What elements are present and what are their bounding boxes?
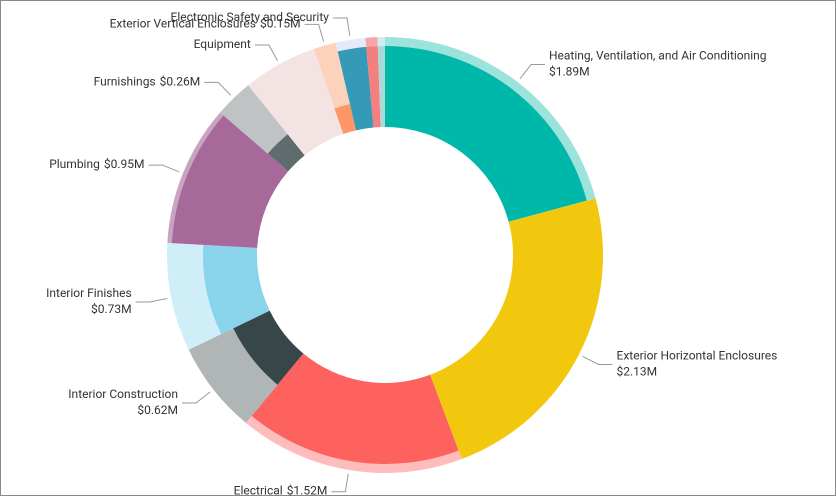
leader-line (304, 23, 325, 42)
value-label: $0.73M (91, 302, 132, 316)
slice-outer (167, 112, 224, 244)
slice-inner (267, 134, 305, 172)
category-label: Furnishings (94, 75, 156, 89)
slice-outer (377, 37, 385, 47)
slice-inner (430, 198, 603, 460)
slice-inner (171, 115, 289, 248)
leader-line (135, 298, 168, 303)
category-label: Interior Finishes (46, 286, 132, 300)
category-label: Exterior Horizontal Enclosures (617, 349, 778, 363)
slice-inner (366, 46, 381, 128)
slice-label: Electrical $1.52M (234, 484, 328, 496)
value-label: $2.13M (617, 365, 658, 379)
slice-label: Heating, Ventilation, and Air Conditioni… (549, 49, 767, 79)
value-label: $1.89M (549, 65, 590, 79)
slice-outer (220, 85, 288, 154)
slice-label: Furnishings $0.26M (94, 75, 201, 89)
slice-inner (334, 104, 357, 134)
category-label: Plumbing (49, 157, 100, 171)
slice-outer (313, 42, 350, 109)
slice-outer (245, 415, 462, 473)
slice-inner (203, 244, 270, 335)
slice-outer (188, 328, 278, 423)
slice-label: Exterior Horizontal Enclosures $2.13M (617, 349, 778, 379)
category-label: Interior Construction (68, 387, 178, 401)
slice-label: Equipment (194, 37, 251, 51)
slice-outer (248, 48, 344, 156)
value-label: $1.52M (287, 484, 328, 496)
value-label: $0.95M (104, 157, 145, 171)
slice-label: Plumbing $0.95M (49, 157, 144, 171)
category-label: Heating, Ventilation, and Air Conditioni… (549, 49, 767, 63)
category-label: Exterior Vertical Enclosures (110, 17, 256, 31)
leader-line (519, 64, 545, 80)
slice-outer (385, 37, 596, 201)
slice-label: Exterior Vertical Enclosures $0.15M (110, 17, 301, 31)
leader-line (582, 355, 613, 366)
slice-inner (233, 310, 304, 385)
category-label: Electronic Safety and Security (171, 10, 330, 24)
slice-inner (385, 46, 587, 222)
leader-line (204, 81, 232, 96)
slice-outer (365, 37, 378, 47)
slice-label: Interior Construction $0.62M (68, 387, 178, 417)
leader-line (148, 164, 180, 173)
category-label: Electrical (234, 484, 283, 496)
slice-inner (377, 46, 385, 128)
value-label: $0.62M (137, 403, 178, 417)
leader-line (182, 391, 211, 404)
leader-line (332, 17, 351, 36)
leader-line (254, 44, 279, 61)
slice-label: Electronic Safety and Security (171, 10, 330, 24)
slice-outer (167, 242, 222, 350)
slice-outer (335, 37, 367, 52)
category-label: Equipment (194, 37, 251, 51)
slice-label: Interior Finishes $0.73M (46, 286, 132, 316)
slice-inner (337, 46, 374, 131)
slice-inner (251, 353, 459, 464)
value-label: $0.26M (160, 75, 201, 89)
value-label: $0.15M (260, 17, 301, 31)
leader-line (331, 473, 349, 493)
